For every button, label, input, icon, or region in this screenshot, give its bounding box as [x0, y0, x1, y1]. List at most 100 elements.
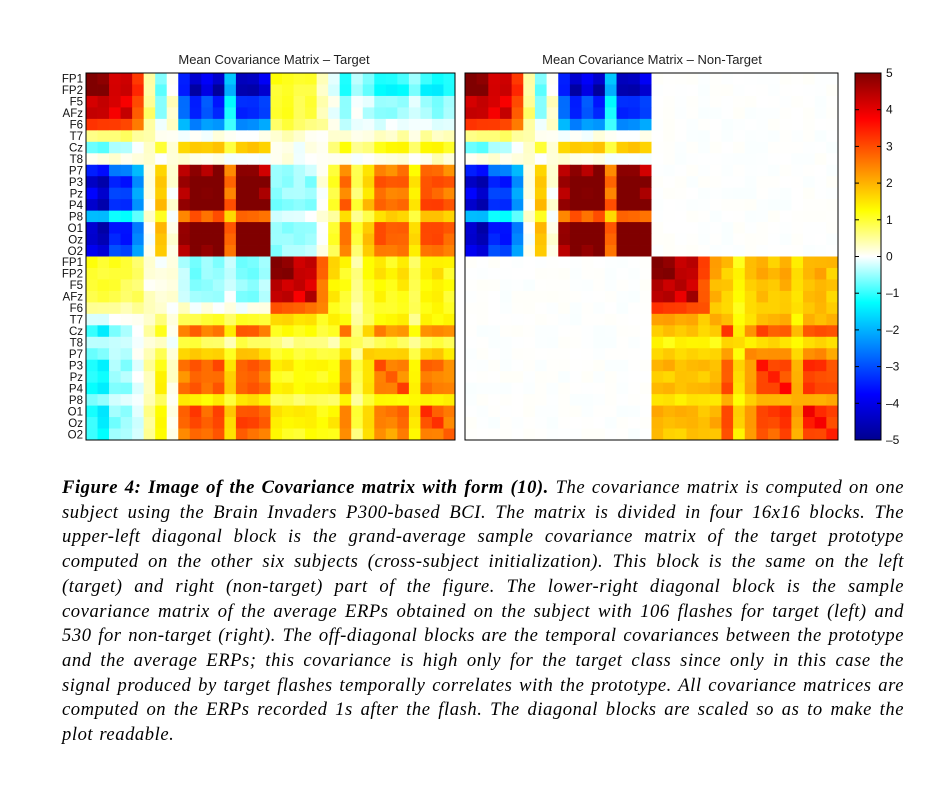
nontarget-cell: [744, 233, 757, 246]
nontarget-cell: [534, 325, 547, 338]
nontarget-cell: [721, 233, 734, 246]
target-cell: [201, 107, 214, 120]
nontarget-cell: [779, 153, 792, 166]
target-cell: [270, 73, 283, 85]
target-cell: [305, 233, 318, 246]
nontarget-cell: [826, 84, 839, 97]
nontarget-cell: [499, 382, 513, 395]
nontarget-cell: [534, 222, 547, 234]
target-cell: [339, 313, 352, 326]
target-cell: [155, 141, 168, 154]
target-cell: [109, 233, 121, 246]
target-cell: [282, 107, 294, 120]
row-label: P8: [69, 395, 83, 407]
target-cell: [132, 95, 145, 108]
nontarget-cell: [814, 73, 827, 85]
target-cell: [431, 95, 444, 108]
target-cell: [305, 290, 318, 303]
target-cell: [178, 118, 191, 131]
nontarget-cell: [826, 141, 839, 154]
target-cell: [247, 359, 260, 372]
nontarget-cell: [756, 428, 769, 441]
target-cell: [374, 210, 387, 223]
target-cell: [224, 325, 237, 338]
target-cell: [178, 84, 191, 97]
nontarget-cell: [616, 222, 629, 234]
target-cell: [374, 107, 387, 120]
target-cell: [166, 417, 179, 429]
nontarget-cell: [511, 336, 524, 349]
target-cell: [212, 210, 225, 223]
target-cell: [316, 302, 329, 315]
nontarget-cell: [768, 290, 781, 303]
target-cell: [155, 73, 168, 85]
nontarget-cell: [488, 256, 501, 269]
target-cell: [397, 348, 410, 361]
nontarget-cell: [546, 302, 559, 315]
nontarget-cell: [581, 302, 594, 315]
nontarget-cell: [663, 199, 676, 212]
nontarget-cell: [534, 199, 547, 212]
target-cell: [362, 130, 375, 143]
target-cell: [120, 233, 133, 246]
nontarget-cell: [534, 95, 547, 108]
target-cell: [293, 84, 306, 97]
target-cell: [155, 118, 168, 131]
nontarget-cell: [791, 267, 804, 280]
target-cell: [431, 256, 444, 269]
nontarget-cell: [814, 336, 827, 349]
nontarget-cell: [674, 176, 687, 189]
nontarget-cell: [744, 164, 757, 177]
nontarget-cell: [604, 256, 617, 269]
target-cell: [120, 245, 133, 257]
target-cell: [178, 405, 191, 418]
nontarget-frame: [464, 72, 839, 441]
nontarget-cell: [581, 382, 594, 395]
nontarget-cell: [499, 256, 513, 269]
target-cell: [339, 290, 352, 303]
target-cell: [431, 107, 444, 120]
nontarget-cell: [733, 371, 746, 384]
target-cell: [235, 256, 248, 269]
nontarget-cell: [698, 325, 711, 338]
target-cell: [155, 382, 168, 395]
target-cell: [132, 73, 145, 85]
nontarget-cell: [581, 336, 594, 349]
target-cell: [374, 84, 387, 97]
nontarget-cell: [674, 118, 687, 131]
target-cell: [408, 164, 421, 177]
nontarget-cell: [604, 394, 617, 406]
nontarget-cell: [628, 313, 641, 326]
nontarget-cell: [779, 336, 792, 349]
target-cell: [143, 382, 156, 395]
target-cell: [385, 394, 398, 406]
target-cell: [351, 84, 364, 97]
target-cell: [247, 428, 260, 441]
target-cell: [224, 199, 237, 212]
nontarget-cell: [744, 95, 757, 108]
nontarget-cell: [721, 245, 734, 257]
row-label: Cz: [69, 326, 83, 338]
target-cell: [86, 359, 98, 372]
nontarget-cell: [569, 233, 582, 246]
nontarget-cell: [733, 279, 746, 292]
nontarget-cell: [721, 382, 734, 395]
nontarget-cell: [476, 95, 489, 108]
nontarget-cell: [768, 73, 781, 85]
nontarget-cell: [488, 153, 501, 166]
nontarget-cell: [721, 371, 734, 384]
target-cell: [305, 187, 318, 200]
target-cell: [201, 222, 214, 234]
nontarget-cell: [569, 394, 582, 406]
nontarget-cell: [558, 153, 571, 166]
colorbar-tick-label: 5: [886, 66, 893, 80]
nontarget-cell: [698, 210, 711, 223]
target-cell: [201, 187, 214, 200]
nontarget-cell: [593, 417, 606, 429]
target-cell: [282, 141, 294, 154]
nontarget-cell: [826, 359, 839, 372]
nontarget-cell: [616, 141, 629, 154]
nontarget-cell: [686, 107, 699, 120]
nontarget-cell: [756, 210, 769, 223]
target-cell: [316, 428, 329, 441]
